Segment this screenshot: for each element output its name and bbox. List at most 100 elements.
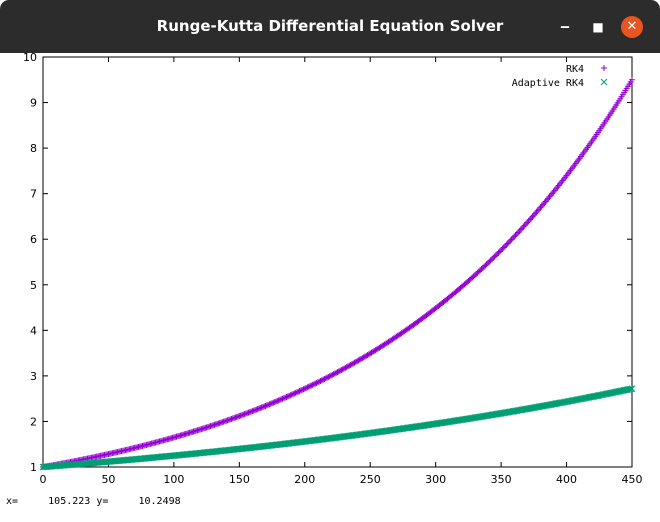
- data-point: [282, 394, 289, 401]
- data-point: [539, 201, 546, 208]
- data-point: [490, 254, 497, 261]
- data-point: [498, 247, 505, 254]
- chart[interactable]: 0 50 100 150 200 250 300 350 400 450 1 2 3 4 5 6 7 8 9 10 RK…: [0, 51, 660, 518]
- data-point: [317, 377, 324, 384]
- data-point: [521, 222, 528, 229]
- data-point: [507, 237, 514, 244]
- data-point: [344, 363, 351, 370]
- y-tick-label: 8: [30, 142, 37, 155]
- data-point: [607, 389, 615, 397]
- data-point: [330, 371, 337, 378]
- title-bar: [0, 0, 660, 53]
- data-point: [350, 360, 357, 367]
- data-point: [287, 392, 294, 399]
- data-point: [603, 390, 611, 398]
- data-point: [299, 386, 306, 393]
- data-point: [300, 386, 307, 393]
- data-point: [309, 381, 316, 388]
- data-point: [532, 210, 539, 217]
- data-point: [528, 215, 535, 222]
- minimize-button[interactable]: ‒: [560, 19, 570, 35]
- data-point: [254, 406, 261, 413]
- data-point: [347, 361, 354, 368]
- data-point: [286, 392, 293, 399]
- data-point: [324, 374, 331, 381]
- data-point: [612, 388, 620, 396]
- data-point: [517, 226, 524, 233]
- data-point: [593, 392, 601, 400]
- data-point: [246, 409, 253, 416]
- data-point: [538, 203, 545, 210]
- data-point: [491, 253, 498, 260]
- x-tick-label: 300: [425, 473, 446, 486]
- data-point: [610, 389, 618, 396]
- data-point: [259, 403, 266, 410]
- data-point: [614, 388, 621, 395]
- data-point: [595, 391, 603, 399]
- data-point: [305, 383, 312, 390]
- data-point: [549, 190, 556, 197]
- data-point: [289, 391, 296, 398]
- data-point: [609, 389, 616, 397]
- data-point: [275, 397, 282, 404]
- data-point: [622, 386, 629, 394]
- data-point: [542, 198, 549, 205]
- data-point: [485, 259, 492, 266]
- y-tick-label: 1: [30, 461, 37, 474]
- x-tick-label: 100: [163, 473, 184, 486]
- data-point: [486, 258, 493, 265]
- maximize-button[interactable]: ■: [592, 20, 604, 34]
- data-point: [250, 407, 257, 414]
- data-point: [495, 249, 502, 256]
- data-point: [505, 239, 512, 246]
- data-point: [536, 206, 543, 213]
- data-point: [280, 395, 287, 402]
- data-point: [326, 373, 333, 380]
- data-point: [543, 196, 550, 203]
- data-point: [487, 257, 494, 264]
- data-point: [331, 370, 338, 377]
- data-point: [509, 235, 516, 242]
- data-point: [500, 244, 507, 251]
- data-point: [245, 409, 252, 416]
- data-point: [547, 192, 554, 199]
- data-point: [624, 386, 632, 393]
- data-point: [522, 220, 529, 227]
- data-point: [606, 389, 614, 397]
- data-point: [594, 392, 602, 399]
- data-point: [258, 404, 265, 411]
- data-point: [343, 364, 350, 371]
- x-tick-label: 150: [229, 473, 250, 486]
- data-point: [304, 384, 311, 391]
- close-button[interactable]: ✕: [621, 16, 643, 38]
- data-point: [546, 193, 553, 200]
- data-point: [618, 387, 625, 395]
- data-point: [616, 387, 624, 395]
- data-point: [516, 228, 523, 235]
- data-point: [526, 216, 533, 223]
- plot-area[interactable]: 0 50 100 150 200 250 300 350 400 450 1 2 3 4 5 6 7 8 9 10 RK…: [0, 51, 660, 518]
- data-point: [321, 375, 328, 382]
- data-point: [314, 379, 321, 386]
- status-y-value: 10.2498: [138, 496, 181, 507]
- data-point: [313, 379, 320, 386]
- data-point: [504, 240, 511, 247]
- data-point: [530, 212, 537, 219]
- data-point: [320, 376, 327, 383]
- x-tick-label: 450: [622, 473, 643, 486]
- data-point: [496, 248, 503, 255]
- data-point: [316, 378, 323, 385]
- data-point: [515, 229, 522, 236]
- data-point: [271, 399, 278, 406]
- data-point: [525, 218, 532, 225]
- data-point: [533, 209, 540, 216]
- data-point: [597, 391, 604, 399]
- data-point: [511, 233, 518, 240]
- data-point: [508, 236, 515, 243]
- data-point: [297, 387, 304, 394]
- data-point: [492, 252, 499, 259]
- legend-marker: [600, 78, 608, 86]
- data-point: [279, 395, 286, 402]
- data-point: [502, 243, 509, 250]
- data-point: [257, 405, 264, 412]
